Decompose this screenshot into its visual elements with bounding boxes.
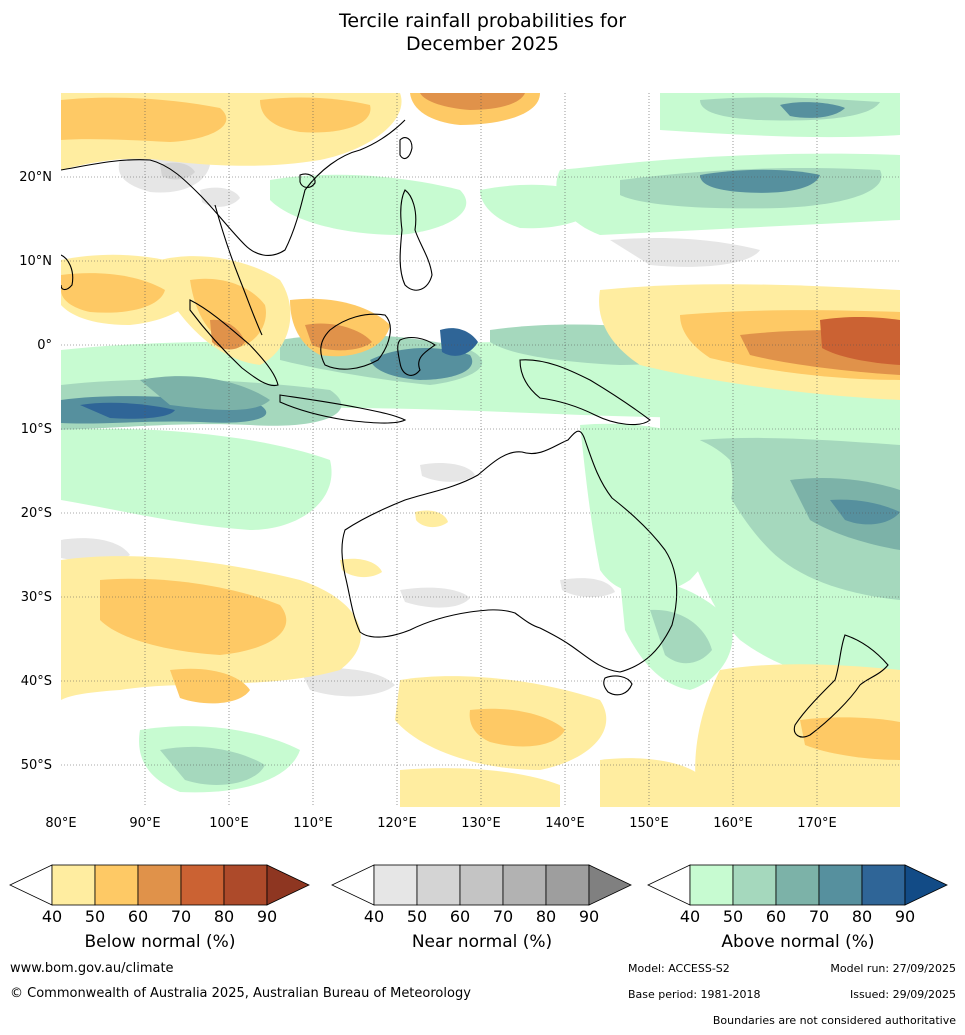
colorbar-segment — [373, 864, 418, 906]
sulawesi-outline — [397, 336, 436, 376]
colorbar-tick-label: 40 — [364, 907, 384, 926]
colorbar-segment — [545, 864, 590, 906]
lat-label: 50°S — [21, 758, 52, 773]
colorbar-tick-label: 50 — [723, 907, 743, 926]
colorbar-segment — [502, 864, 547, 906]
lon-label: 170°E — [797, 816, 837, 831]
colorbar-segment — [223, 864, 268, 906]
lon-label: 110°E — [293, 816, 333, 831]
near-normal-label: Near normal (%) — [411, 932, 553, 952]
above-normal-label: Above normal (%) — [721, 932, 875, 952]
title-line-1: Tercile rainfall probabilities for — [338, 10, 627, 32]
colorbar-segment — [94, 864, 139, 906]
colorbar-above: 40 50 60 70 80 90 — [647, 864, 948, 926]
colorbar-tick-label: 90 — [257, 907, 277, 926]
sumatra-outline — [189, 299, 279, 387]
colorbar-tick-label: 80 — [214, 907, 234, 926]
colorbar-tick-label: 50 — [407, 907, 427, 926]
lat-label: 40°S — [21, 674, 52, 689]
chart-title: Tercile rainfall probabilities for Decem… — [0, 10, 965, 56]
lat-label: 0° — [37, 338, 52, 353]
borneo-outline — [320, 313, 391, 370]
colorbar-tick-label: 80 — [852, 907, 872, 926]
latitude-labels: 20°N 10°N 0° 10°S 20°S 30°S 40°S 50°S — [19, 170, 52, 773]
above-normal-regions — [61, 93, 900, 793]
colorbar-tick-label: 60 — [128, 907, 148, 926]
lat-label: 20°S — [21, 506, 52, 521]
philippines-outline — [399, 189, 433, 291]
hainan-outline — [299, 173, 316, 188]
lon-label: 80°E — [45, 816, 76, 831]
lon-label: 140°E — [545, 816, 585, 831]
longitude-labels: 80°E 90°E 100°E 110°E 120°E 130°E 140°E … — [45, 816, 836, 831]
lon-label: 150°E — [629, 816, 669, 831]
coastlines — [61, 119, 889, 738]
colorbar-segment — [818, 864, 863, 906]
lat-label: 30°S — [21, 590, 52, 605]
colorbar-segment — [137, 864, 182, 906]
website-link[interactable]: www.bom.gov.au/climate — [10, 961, 174, 976]
model-text: Model: ACCESS-S2 — [628, 962, 730, 975]
colorbar-tick-label: 40 — [680, 907, 700, 926]
colorbar-tick-label: 70 — [809, 907, 829, 926]
lat-label: 10°S — [21, 422, 52, 437]
lon-label: 100°E — [209, 816, 249, 831]
colorbar-near: 40 50 60 70 80 90 — [331, 864, 632, 926]
map-svg: 80°E 90°E 100°E 110°E 120°E 130°E 140°E … — [19, 93, 900, 831]
colorbar-extend-high — [588, 864, 632, 906]
gridlines — [61, 93, 900, 807]
colorbar-extend-low — [647, 864, 691, 906]
new-guinea-outline — [519, 359, 651, 426]
colorbar-segment — [51, 864, 96, 906]
lon-label: 90°E — [129, 816, 160, 831]
colorbar-tick-label: 80 — [536, 907, 556, 926]
colorbar-tick-label: 90 — [895, 907, 915, 926]
lat-label: 20°N — [19, 170, 52, 185]
copyright-text: © Commonwealth of Australia 2025, Austra… — [10, 986, 471, 1001]
colorbars: 40 50 60 70 80 90 40 50 60 70 80 90 40 50 60 70 80 90 — [9, 864, 948, 926]
below-normal-label: Below normal (%) — [84, 932, 236, 952]
colorbar-segment — [180, 864, 225, 906]
tasmania-outline — [603, 675, 633, 696]
map-panel: 80°E 90°E 100°E 110°E 120°E 130°E 140°E … — [0, 80, 965, 840]
colorbar-extend-high — [266, 864, 310, 906]
colorbar-tick-label: 50 — [85, 907, 105, 926]
colorbar-tick-label: 60 — [766, 907, 786, 926]
map-layers — [61, 93, 900, 807]
australia-outline — [341, 430, 678, 673]
sri-lanka-outline — [61, 254, 74, 291]
colorbar-segment — [459, 864, 504, 906]
disclaimer-text: Boundaries are not considered authoritat… — [712, 1014, 956, 1027]
colorbar-extend-low — [331, 864, 375, 906]
malay-peninsula-outline — [214, 204, 263, 336]
colorbar-segment — [775, 864, 820, 906]
base-period-text: Base period: 1981-2018 — [628, 988, 761, 1001]
mainland-asia-outline — [61, 119, 406, 256]
colorbar-tick-label: 40 — [42, 907, 62, 926]
new-zealand-outline — [793, 634, 889, 738]
colorbar-segment — [689, 864, 734, 906]
colorbar-tick-label: 70 — [171, 907, 191, 926]
colorbar-segment — [861, 864, 906, 906]
colorbar-tick-label: 70 — [493, 907, 513, 926]
colorbar-below: 40 50 60 70 80 90 — [9, 864, 310, 926]
lat-label: 10°N — [19, 254, 52, 269]
model-run-text: Model run: 27/09/2025 — [830, 962, 956, 975]
colorbar-tick-label: 60 — [450, 907, 470, 926]
colorbar-extend-low — [9, 864, 53, 906]
colorbar-extend-high — [904, 864, 948, 906]
title-line-2: December 2025 — [406, 33, 559, 55]
lon-label: 120°E — [377, 816, 417, 831]
java-outline — [279, 394, 407, 424]
taiwan-outline — [399, 137, 413, 160]
issued-text: Issued: 29/09/2025 — [849, 988, 956, 1001]
lon-label: 130°E — [461, 816, 501, 831]
colorbar-segment — [416, 864, 461, 906]
colorbar-tick-label: 90 — [579, 907, 599, 926]
colorbar-segment — [732, 864, 777, 906]
lon-label: 160°E — [713, 816, 753, 831]
